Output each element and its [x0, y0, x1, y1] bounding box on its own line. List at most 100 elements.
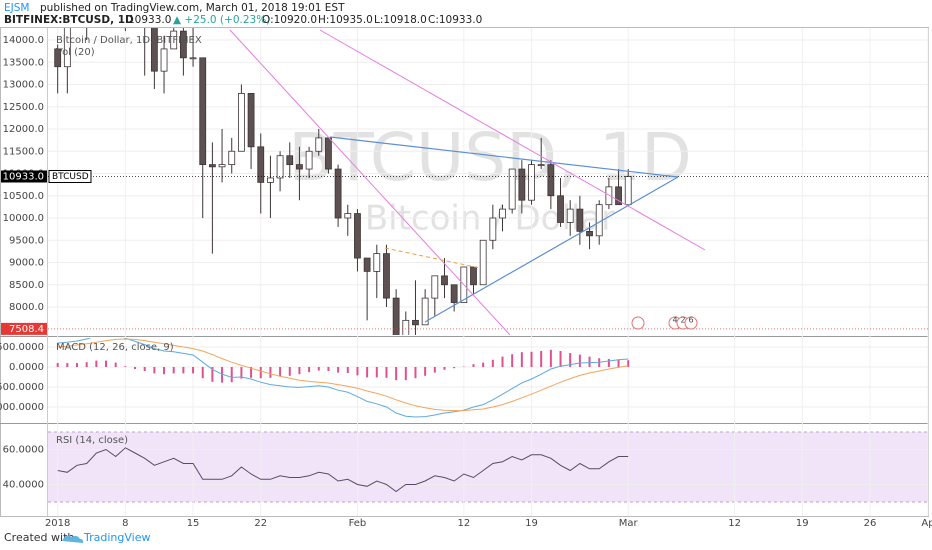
- candle-body: [450, 284, 458, 303]
- y-tick-label: 40.0000: [3, 480, 44, 491]
- footer-created: Created with: [4, 531, 74, 544]
- y-tick-label: 10500.0: [3, 191, 44, 202]
- histogram-bar: [308, 367, 311, 373]
- price-label: 10933.0: [3, 171, 44, 182]
- histogram-bar: [288, 367, 291, 376]
- histogram-bar: [269, 367, 272, 378]
- histogram-bar: [404, 367, 407, 381]
- histogram-bar: [356, 367, 359, 376]
- y-tick-label: 8000.0: [9, 302, 44, 313]
- histogram-bar: [240, 367, 243, 379]
- event-count: 2: [680, 316, 685, 325]
- histogram-bar: [327, 367, 330, 371]
- candle-body: [615, 186, 622, 206]
- candle-body: [489, 217, 497, 241]
- histogram-bar: [627, 360, 630, 367]
- y-tick-label: -1000.0000: [0, 402, 44, 413]
- histogram-bar: [124, 366, 127, 367]
- price-label-box: [1, 170, 47, 183]
- x-tick-label: Feb: [349, 518, 367, 529]
- y-tick-label: 8500.0: [9, 280, 44, 291]
- event-marker[interactable]: [631, 316, 645, 330]
- published: published on TradingView.com, March 01, …: [40, 2, 345, 14]
- candle-body: [595, 204, 603, 237]
- candle-body: [344, 213, 352, 219]
- candle-body: [624, 176, 632, 206]
- x-tick-label: 12: [457, 518, 470, 529]
- histogram-bar: [153, 367, 156, 374]
- trend-line: [424, 176, 679, 323]
- histogram-bar: [172, 367, 175, 374]
- candle-body: [315, 137, 323, 152]
- candle-body: [557, 195, 564, 223]
- vol-legend: Vol (20): [56, 47, 95, 58]
- y-tick-label: 11500.0: [3, 146, 44, 157]
- x-tick-label: 19: [796, 518, 809, 529]
- candle-body: [199, 57, 207, 166]
- histogram-bar: [375, 367, 378, 378]
- candle-body: [566, 208, 574, 223]
- histogram-bar: [337, 367, 340, 373]
- histogram-bar: [540, 351, 543, 367]
- histogram-bar: [549, 349, 552, 367]
- histogram-bar: [298, 367, 301, 375]
- candle-body: [441, 275, 448, 286]
- candle-body: [354, 213, 361, 259]
- y-tick-label: 10000.0: [3, 213, 44, 224]
- candle-body: [402, 319, 410, 335]
- clip-group: [57, 338, 629, 418]
- y-tick-label: 13000.0: [3, 80, 44, 91]
- candle-body: [499, 208, 506, 219]
- candle-body: [276, 155, 284, 179]
- histogram-bar: [56, 363, 59, 367]
- candle-body: [170, 30, 178, 50]
- macd-line: [57, 338, 629, 418]
- histogram-bar: [192, 367, 195, 374]
- histogram-bar: [201, 367, 204, 379]
- event-marker[interactable]: [684, 316, 698, 330]
- histogram-bar: [85, 362, 88, 367]
- histogram-bar: [385, 367, 388, 378]
- candle-body: [508, 168, 516, 210]
- y-tick-label: 500.0000: [0, 342, 44, 353]
- change: ▲ +25.0 (+0.23%): [173, 14, 270, 26]
- macd-legend: MACD (12, 26, close, 9): [56, 342, 174, 353]
- histogram-bar: [530, 351, 533, 367]
- candle-body: [257, 146, 265, 183]
- candle-body: [363, 257, 371, 272]
- candle-body: [334, 168, 342, 219]
- histogram-bar: [607, 359, 610, 367]
- y-tick-label: -500.0000: [0, 382, 44, 393]
- author[interactable]: EJSM: [4, 2, 29, 14]
- histogram-bar: [211, 367, 214, 382]
- histogram-bar: [346, 367, 349, 373]
- candle-body: [179, 30, 187, 59]
- candle-body: [412, 319, 419, 326]
- trend-line: [229, 29, 511, 335]
- histogram: [56, 349, 630, 383]
- candle-body: [586, 230, 593, 237]
- histogram-bar: [414, 367, 417, 379]
- symbol-tag: BTCUSD: [52, 172, 89, 182]
- histogram-bar: [482, 362, 485, 367]
- x-tick-label: 12: [728, 518, 741, 529]
- watermark: BTCUSD, 1D: [288, 119, 692, 196]
- x-tick-label: 15: [187, 518, 200, 529]
- footer-brand[interactable]: TradingView: [83, 531, 150, 544]
- x-tick-label: 19: [525, 518, 538, 529]
- trend-line: [319, 29, 706, 251]
- candle-body: [218, 164, 226, 168]
- candle-body: [518, 168, 526, 201]
- symbol: BITFINEX:BTCUSD, 1D: [4, 14, 134, 26]
- open: O:10920.0: [262, 14, 317, 26]
- candle-body: [605, 186, 613, 206]
- candle-body: [325, 137, 332, 170]
- y-tick-label: 9000.0: [9, 258, 44, 269]
- price-label-box: [1, 322, 47, 335]
- candle-body: [528, 164, 535, 201]
- histogram-bar: [424, 367, 427, 376]
- histogram-bar: [453, 367, 456, 369]
- candle-body: [421, 297, 429, 326]
- histogram-bar: [317, 367, 320, 371]
